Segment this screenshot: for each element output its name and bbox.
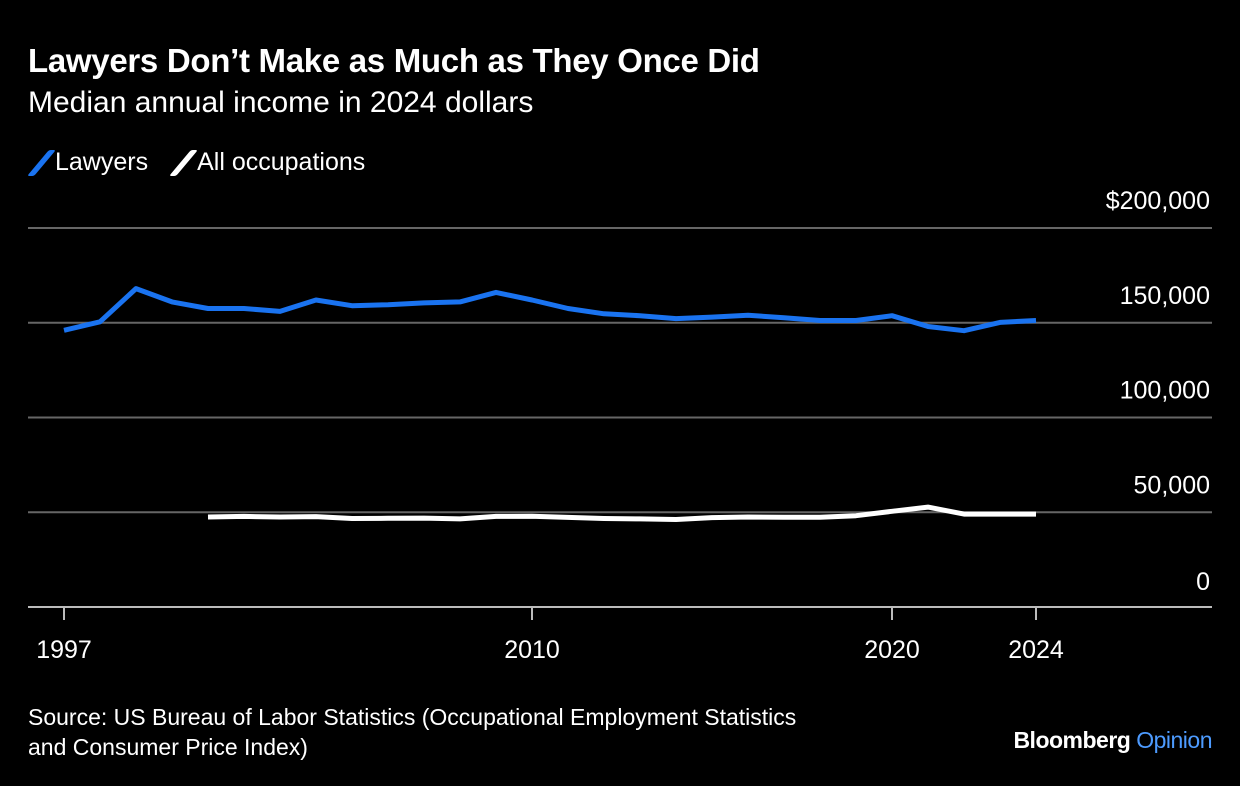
series-line-lawyers [63,286,1037,334]
source-note: Source: US Bureau of Labor Statistics (O… [28,702,796,762]
source-line: and Consumer Price Index) [28,734,308,760]
chart-title: Lawyers Don’t Make as Much as They Once … [28,42,760,79]
x-tick-label: 1997 [36,636,92,664]
y-tick-label: 150,000 [1120,282,1210,310]
x-tick-label: 2020 [864,636,920,664]
legend-label: Lawyers [55,148,149,176]
legend: Lawyers All occupations [27,148,366,177]
legend-item-all-occupations: All occupations [169,148,366,177]
legend-label: All occupations [197,148,366,176]
chart-subtitle: Median annual income in 2024 dollars [28,86,534,119]
y-tick-label: 100,000 [1120,377,1210,405]
legend-item-lawyers: Lawyers [27,148,149,177]
brand-name: Bloomberg [1013,727,1131,753]
y-tick-label: $200,000 [1106,187,1210,215]
series-line-all-occupations [207,504,1036,522]
y-tick-label: 50,000 [1134,471,1210,499]
x-tick-label: 2010 [504,636,560,664]
source-line: Source: US Bureau of Labor Statistics (O… [28,704,797,730]
y-tick-label: 0 [1196,568,1210,596]
brand-logo: Bloomberg Opinion [1013,727,1212,754]
brand-suffix: Opinion [1136,727,1212,753]
x-tick-label: 2024 [1008,636,1064,664]
